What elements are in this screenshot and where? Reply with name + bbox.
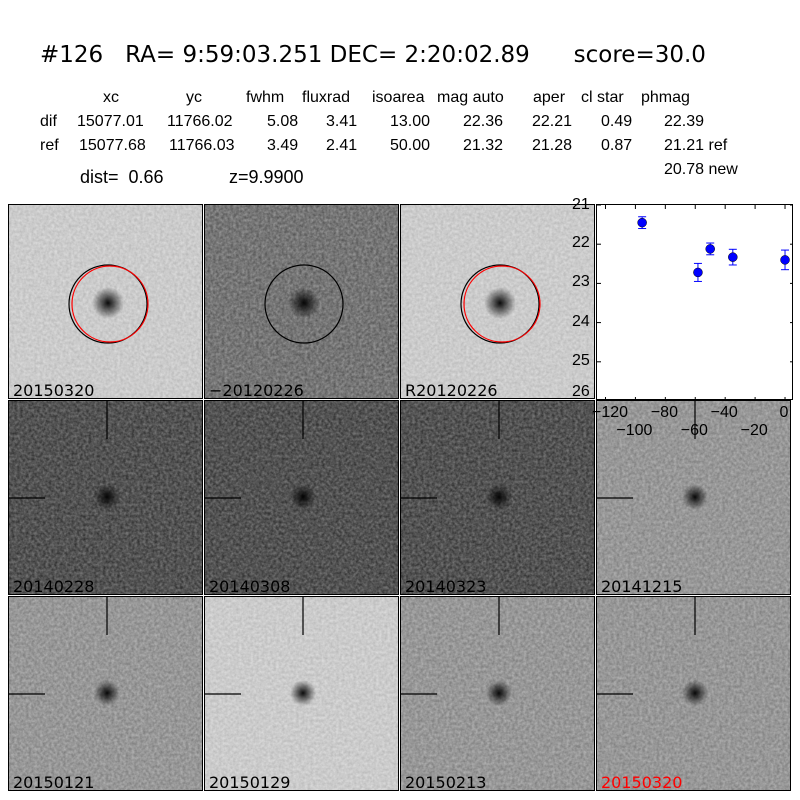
stamp-date-label: 20150213 <box>405 773 487 791</box>
dif-row-label: dif <box>40 113 57 130</box>
data-point <box>780 249 790 271</box>
source-blob <box>290 484 316 510</box>
image-stamp: 20150213 <box>400 596 595 791</box>
dif-value: 3.41 <box>326 113 358 130</box>
image-stamp: 20140308 <box>204 400 399 595</box>
y-tick-label: 22 <box>572 234 590 252</box>
ref-value: 50.00 <box>390 137 431 154</box>
column-header: isoarea <box>372 89 425 106</box>
source-blob <box>94 484 120 510</box>
ref-value: 11766.03 <box>169 137 235 154</box>
source-blob <box>92 287 124 319</box>
y-tick-label: 25 <box>572 351 590 369</box>
dif-value: 13.00 <box>390 113 431 130</box>
stamp-date-label: 20140308 <box>209 577 291 595</box>
column-header: yc <box>186 89 202 106</box>
image-stamp: 20150129 <box>204 596 399 791</box>
source-blob <box>486 680 512 706</box>
candidate-title: #126 RA= 9:59:03.251 DEC= 2:20:02.89 sco… <box>40 42 706 68</box>
ref-value: 21.21 ref <box>664 137 728 154</box>
ref-value: 3.49 <box>267 137 299 154</box>
data-point <box>728 248 738 266</box>
aperture-circle <box>264 264 344 344</box>
source-blob <box>94 680 120 706</box>
dif-value: 22.21 <box>532 113 573 130</box>
dist-text: dist= 0.66 <box>80 167 164 187</box>
x-tick-label: −60 <box>680 422 708 439</box>
aperture-circle-red <box>463 265 541 343</box>
stamp-date-label: 20141215 <box>601 577 683 595</box>
image-stamp: R20120226 <box>400 204 595 399</box>
image-stamp: 20150121 <box>8 596 203 791</box>
stamp-date-label: 20140323 <box>405 577 487 595</box>
data-point <box>705 242 715 256</box>
dif-value: 5.08 <box>267 113 299 130</box>
image-stamp: 20150320 <box>8 204 203 399</box>
aperture-circle <box>460 264 540 344</box>
column-header: mag auto <box>437 89 504 106</box>
ref-row-label: ref <box>40 137 59 154</box>
ref-value: 15077.68 <box>79 137 146 154</box>
aperture-circle-red <box>71 265 149 343</box>
dif-value: 22.39 <box>664 113 705 130</box>
y-tick-label: 23 <box>572 273 590 291</box>
x-tick-label: −100 <box>616 422 653 439</box>
data-point <box>693 262 703 282</box>
column-header: fwhm <box>246 89 285 106</box>
z-text: z=9.9900 <box>229 167 304 187</box>
data-point <box>637 216 647 230</box>
source-blob <box>290 680 316 706</box>
y-tick-label: 21 <box>572 196 590 213</box>
image-stamp: 20140323 <box>400 400 595 595</box>
dif-value: 22.36 <box>463 113 504 130</box>
new-mag-text: 20.78 new <box>664 161 738 178</box>
ref-value: 21.28 <box>532 137 573 154</box>
column-header: aper <box>533 89 566 106</box>
column-header: xc <box>103 89 119 106</box>
column-header: phmag <box>641 89 690 106</box>
column-header: cl star <box>581 89 624 106</box>
stamp-date-label: R20120226 <box>405 381 498 399</box>
stamp-date-label: 20150121 <box>13 773 95 791</box>
y-tick-label: 24 <box>572 312 590 330</box>
stamp-date-label: 20150320 <box>601 773 683 791</box>
stamp-date-label: −20120226 <box>209 381 304 399</box>
source-blob <box>486 484 512 510</box>
x-tick-label: 0 <box>779 404 789 421</box>
y-tick-label: 26 <box>572 383 590 400</box>
ref-value: 0.87 <box>601 137 633 154</box>
image-stamp: 20141215 <box>596 400 791 595</box>
image-stamp: −20120226 <box>204 204 399 399</box>
aperture-circle <box>68 264 148 344</box>
ref-value: 2.41 <box>326 137 358 154</box>
dif-value: 0.49 <box>601 113 633 130</box>
source-blob <box>484 287 516 319</box>
column-header: fluxrad <box>302 89 351 106</box>
image-stamp: 20140228 <box>8 400 203 595</box>
source-blob <box>682 484 708 510</box>
x-tick-label: −80 <box>650 404 678 421</box>
stamp-date-label: 20150320 <box>13 381 95 399</box>
stamp-date-label: 20150129 <box>209 773 291 791</box>
source-blob <box>288 287 320 319</box>
stamp-date-label: 20140228 <box>13 577 95 595</box>
x-tick-label: −120 <box>592 404 629 421</box>
dif-value: 11766.02 <box>167 113 233 130</box>
image-stamp: 20150320 <box>596 596 791 791</box>
light-curve-plot <box>596 204 793 400</box>
x-tick-label: −20 <box>740 422 768 439</box>
ref-value: 21.32 <box>463 137 504 154</box>
dif-value: 15077.01 <box>77 113 144 130</box>
source-blob <box>682 680 708 706</box>
x-tick-label: −40 <box>710 404 738 421</box>
